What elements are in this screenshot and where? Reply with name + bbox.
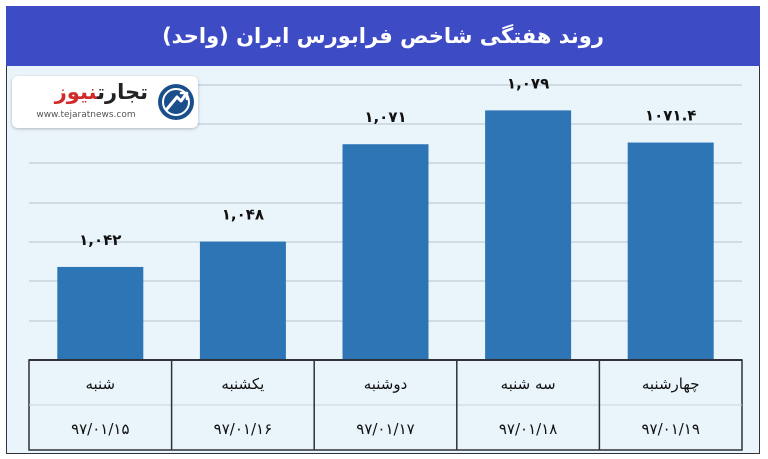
x-tick-date: ۹۷/۰۱/۱۷	[356, 420, 414, 438]
logo-brand-main: تجارت	[97, 80, 148, 104]
x-tick-date: ۹۷/۰۱/۱۵	[71, 420, 129, 438]
data-label: ۱,۰۷۹	[507, 74, 549, 92]
data-label: ۱,۰۴۲	[79, 231, 121, 249]
logo-brand: تجارتنیوز	[22, 80, 148, 104]
chart-title: روند هفتگی شاخص فرابورس ایران (واحد)	[162, 24, 604, 48]
x-tick-label: سه شنبه	[501, 375, 556, 393]
x-tick-date: ۹۷/۰۱/۱۹	[641, 420, 699, 438]
logo-emblem-icon	[158, 84, 194, 120]
x-tick-label: چهارشنبه	[642, 375, 700, 393]
bar	[485, 110, 572, 360]
x-tick-label: شنبه	[85, 375, 115, 393]
bar	[342, 144, 429, 360]
logo-brand-accent: نیوز	[54, 80, 98, 104]
data-label: ۱۰۷۱.۴	[645, 107, 696, 125]
x-tick-date: ۹۷/۰۱/۱۶	[214, 420, 272, 438]
logo-url: www.tejaratnews.com	[36, 110, 136, 120]
x-tick-label: یکشنبه	[221, 375, 264, 393]
data-label: ۱,۰۴۸	[222, 206, 264, 224]
data-label: ۱,۰۷۱	[364, 108, 406, 126]
x-tick-date: ۹۷/۰۱/۱۸	[499, 420, 557, 438]
bar	[199, 241, 286, 360]
title-bar: روند هفتگی شاخص فرابورس ایران (واحد)	[6, 6, 760, 66]
tejaratnews-logo: تجارتنیوز www.tejaratnews.com	[12, 76, 198, 128]
bar	[57, 266, 144, 360]
bar	[627, 142, 714, 360]
x-tick-label: دوشنبه	[364, 375, 408, 393]
